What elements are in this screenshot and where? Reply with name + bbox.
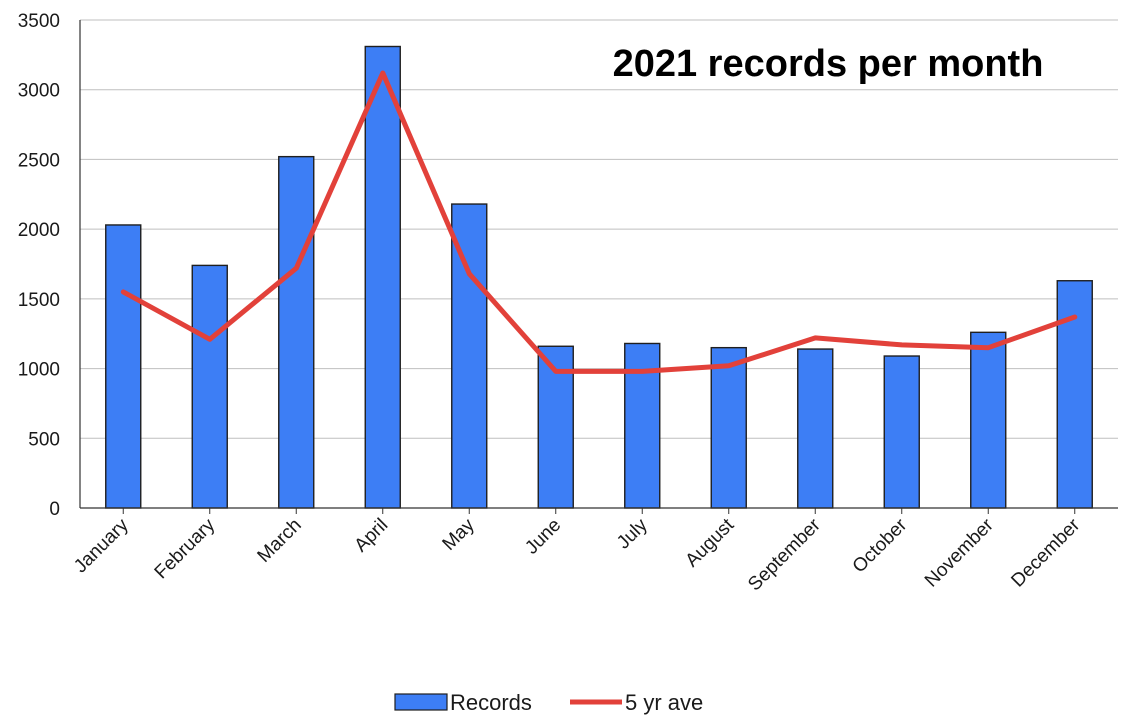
x-tick-label: November <box>921 514 998 591</box>
y-tick-label: 500 <box>28 429 60 450</box>
y-tick-label: 2500 <box>18 150 60 171</box>
x-tick-label: January <box>70 514 133 577</box>
bar-february <box>191 264 228 509</box>
x-tick-label: July <box>613 514 652 553</box>
line-series <box>120 70 1078 374</box>
bar-march <box>278 155 315 509</box>
chart-title: 2021 records per month <box>613 43 1044 85</box>
bar-october <box>883 355 920 509</box>
x-tick-label: April <box>351 515 393 557</box>
y-tick-label: 3000 <box>18 81 60 102</box>
bar-april <box>364 45 401 509</box>
legend-label-5yr-ave: 5 yr ave <box>625 690 703 715</box>
line-5yr-ave <box>120 70 1078 374</box>
bar-september <box>797 348 834 509</box>
bar-august <box>710 346 747 509</box>
x-tick-label: September <box>744 514 825 595</box>
x-tick-label: October <box>849 514 912 577</box>
legend: Records 5 yr ave <box>394 690 703 715</box>
x-tick-label: May <box>439 514 480 555</box>
bar-january <box>105 224 142 509</box>
y-tick-label: 1000 <box>18 360 60 381</box>
x-tick-label: December <box>1007 514 1084 591</box>
x-tick-label: February <box>151 514 220 583</box>
axes: 0 500 1000 1500 2000 2500 3000 3500 January Febru… <box>18 11 1118 595</box>
bar-november <box>970 331 1007 509</box>
legend-swatch-records <box>394 693 448 711</box>
bar-may <box>451 203 488 509</box>
x-tick-label: June <box>521 515 565 559</box>
gridlines <box>80 19 1118 439</box>
y-tick-label: 2000 <box>18 220 60 241</box>
x-tick-label: August <box>682 514 739 571</box>
y-tick-label: 0 <box>49 499 60 520</box>
legend-label-records: Records <box>450 690 532 715</box>
y-tick-label: 3500 <box>18 11 60 32</box>
y-tick-label: 1500 <box>18 290 60 311</box>
x-tick-label: March <box>254 515 306 567</box>
bars <box>105 45 1093 509</box>
